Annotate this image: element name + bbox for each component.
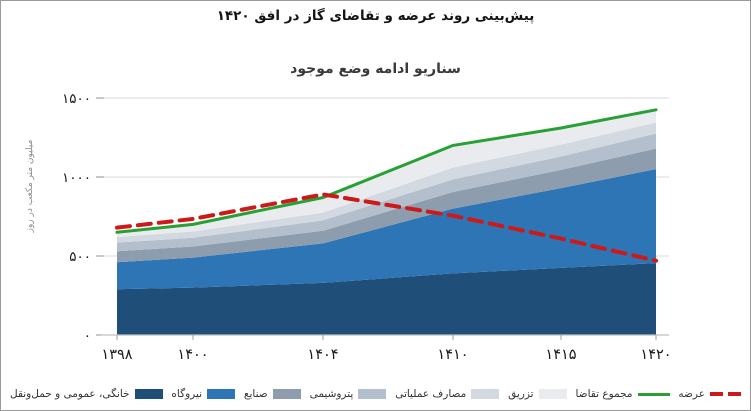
x-tick-label: ۱۴۲۰: [640, 347, 671, 363]
x-tick-label: ۱۳۹۸: [101, 347, 132, 363]
legend-swatch: [471, 389, 500, 399]
legend-item: صنایع: [244, 388, 301, 400]
legend-label: عرضه: [678, 388, 705, 400]
y-tick-label: ۵۰۰: [69, 249, 91, 265]
legend-swatch: [272, 389, 301, 399]
legend-label: مصارف عملیاتی: [395, 388, 467, 400]
x-tick-label: ۱۴۱۵: [545, 347, 576, 363]
stacked-area-plot: ۰ ۵۰۰ ۱۰۰۰ ۱۵۰۰ ۱۳۹۸ ۱۴۰۰ ۱۴۰۴ ۱۴۱۰ ۱۴۱۵ ۱۴۲۰: [62, 91, 672, 363]
legend-label: صنایع: [243, 388, 268, 400]
legend-label: تزریق: [508, 388, 534, 400]
stack-band: [117, 133, 656, 252]
legend-line-marker: [637, 392, 670, 396]
dash-segment: [727, 392, 741, 396]
total-demand-line: [115, 108, 658, 234]
legend-swatch: [207, 389, 236, 399]
legend-item: پتروشیمی: [310, 388, 387, 400]
legend-dash-marker: [709, 392, 741, 396]
x-tick-label: ۱۴۰۰: [177, 347, 208, 363]
figure-title: پیش‌بینی روند عرضه و تقاضای گاز در افق ۱…: [216, 8, 535, 24]
y-tick-label: ۱۵۰۰: [62, 91, 91, 107]
supply-line: [115, 192, 658, 263]
legend-item: مصارف عملیاتی: [395, 388, 500, 400]
stack-band: [117, 263, 656, 335]
dash-segment: [709, 392, 723, 396]
legend-label: مجموع تقاضا: [575, 388, 633, 400]
chart-subtitle: سناریو ادامه وضع موجود: [290, 61, 461, 77]
legend-item: تزریق: [508, 388, 567, 400]
legend-swatch: [358, 389, 387, 399]
y-tick-label: ۱۰۰۰: [62, 170, 91, 186]
legend-item: نیروگاه: [171, 388, 236, 400]
y-tick-label: ۰: [84, 328, 91, 344]
chart-legend: خانگی، عمومی و حمل‌ونقل نیروگاه صنایع پتروش…: [10, 384, 741, 404]
legend-item: خانگی، عمومی و حمل‌ونقل: [10, 388, 163, 400]
x-tick-label: ۱۴۰۴: [307, 347, 338, 363]
legend-label: خانگی، عمومی و حمل‌ونقل: [10, 388, 130, 400]
x-tick-label: ۱۴۱۰: [437, 347, 468, 363]
stack-band: [117, 148, 656, 263]
legend-item: عرضه: [678, 388, 741, 400]
legend-swatch: [538, 389, 567, 399]
legend-label: نیروگاه: [171, 388, 203, 400]
stack-band: [117, 169, 656, 290]
legend-label: پتروشیمی: [309, 388, 354, 400]
legend-item: مجموع تقاضا: [575, 388, 670, 400]
legend-swatch: [134, 389, 163, 399]
